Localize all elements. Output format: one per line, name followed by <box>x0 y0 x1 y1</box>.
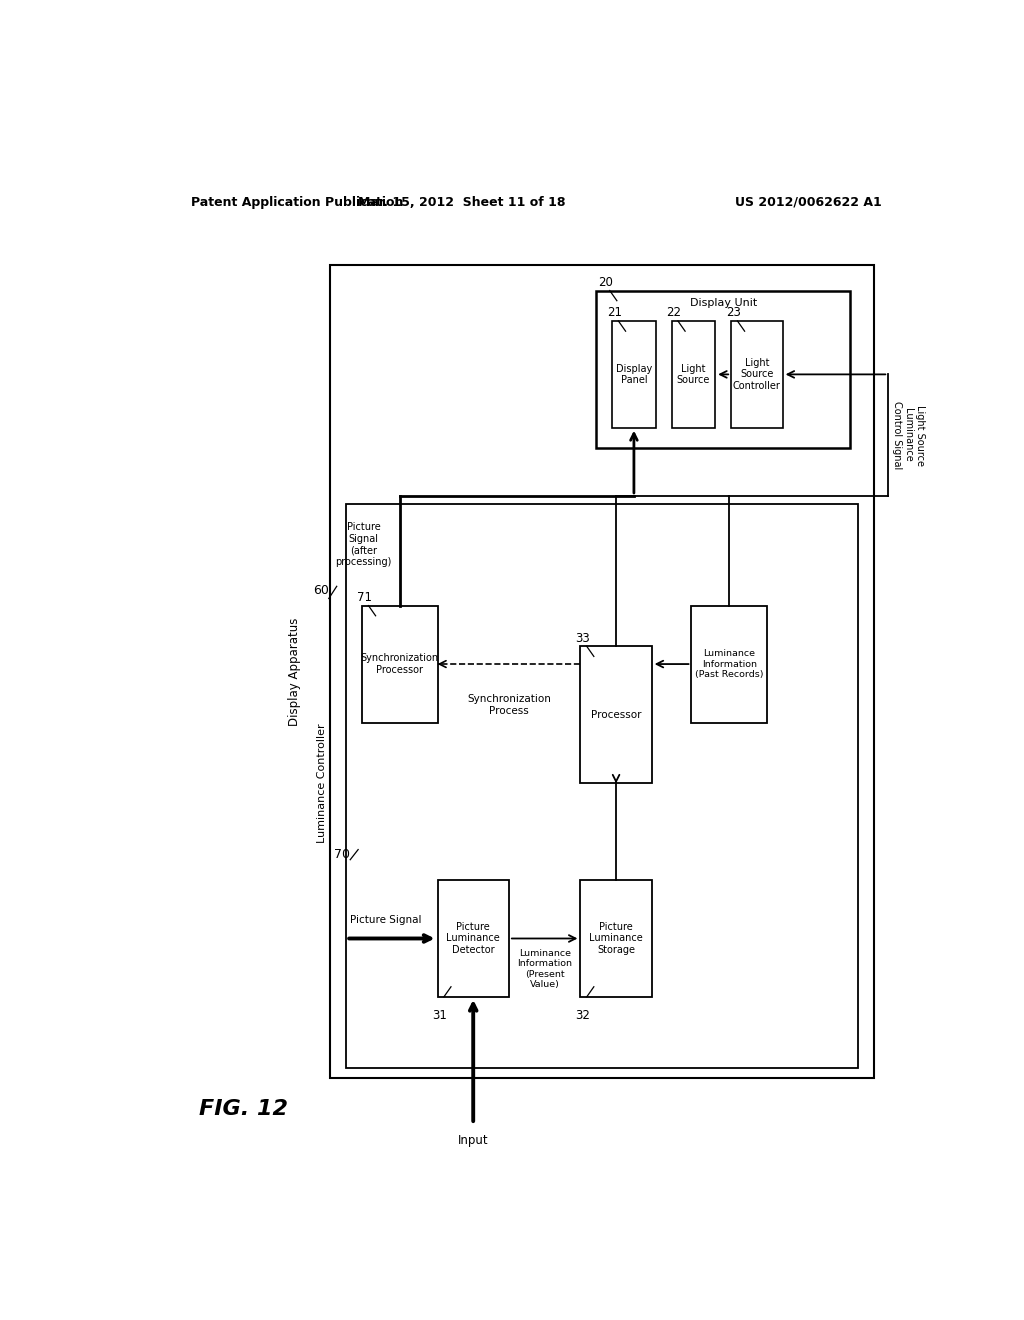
Text: Display Apparatus: Display Apparatus <box>288 618 301 726</box>
Text: Picture
Signal
(after
processing): Picture Signal (after processing) <box>336 523 392 568</box>
Bar <box>362 606 437 722</box>
Bar <box>672 321 716 428</box>
Text: 33: 33 <box>575 632 590 644</box>
Text: Light
Source
Controller: Light Source Controller <box>733 358 781 391</box>
Text: 32: 32 <box>575 1008 590 1022</box>
Text: Luminance
Information
(Past Records): Luminance Information (Past Records) <box>695 649 764 678</box>
Text: Synchronization
Processor: Synchronization Processor <box>360 653 439 675</box>
Text: 20: 20 <box>598 276 613 289</box>
Text: Picture Signal: Picture Signal <box>350 915 422 925</box>
Text: US 2012/0062622 A1: US 2012/0062622 A1 <box>735 195 882 209</box>
Bar <box>691 606 767 722</box>
Bar <box>731 321 782 428</box>
Bar <box>612 321 655 428</box>
Text: Luminance
Information
(Present
Value): Luminance Information (Present Value) <box>517 949 572 989</box>
Text: 22: 22 <box>667 306 682 319</box>
Text: 60: 60 <box>313 583 329 597</box>
Text: 71: 71 <box>357 591 372 605</box>
Bar <box>581 880 651 997</box>
Text: Display Unit: Display Unit <box>689 298 757 308</box>
Text: Luminance Controller: Luminance Controller <box>317 723 328 843</box>
Bar <box>437 880 509 997</box>
Text: 21: 21 <box>607 306 622 319</box>
Text: Picture
Luminance
Detector: Picture Luminance Detector <box>446 921 500 956</box>
Text: Mar. 15, 2012  Sheet 11 of 18: Mar. 15, 2012 Sheet 11 of 18 <box>357 195 565 209</box>
Bar <box>596 290 850 447</box>
Bar <box>331 265 874 1078</box>
Text: Display
Panel: Display Panel <box>615 363 652 385</box>
Text: Picture
Luminance
Storage: Picture Luminance Storage <box>589 921 643 956</box>
Text: Light
Source: Light Source <box>677 363 710 385</box>
Text: Input: Input <box>458 1134 488 1147</box>
Text: Light Source
Luminance
Control Signal: Light Source Luminance Control Signal <box>892 401 925 469</box>
Text: Processor: Processor <box>591 710 641 719</box>
Text: Synchronization
Process: Synchronization Process <box>467 694 551 715</box>
Bar <box>346 504 858 1068</box>
Text: 23: 23 <box>726 306 741 319</box>
Text: 70: 70 <box>334 849 350 861</box>
Text: Patent Application Publication: Patent Application Publication <box>191 195 403 209</box>
Text: FIG. 12: FIG. 12 <box>199 1098 288 1119</box>
Bar <box>581 647 651 784</box>
Text: 31: 31 <box>432 1008 447 1022</box>
